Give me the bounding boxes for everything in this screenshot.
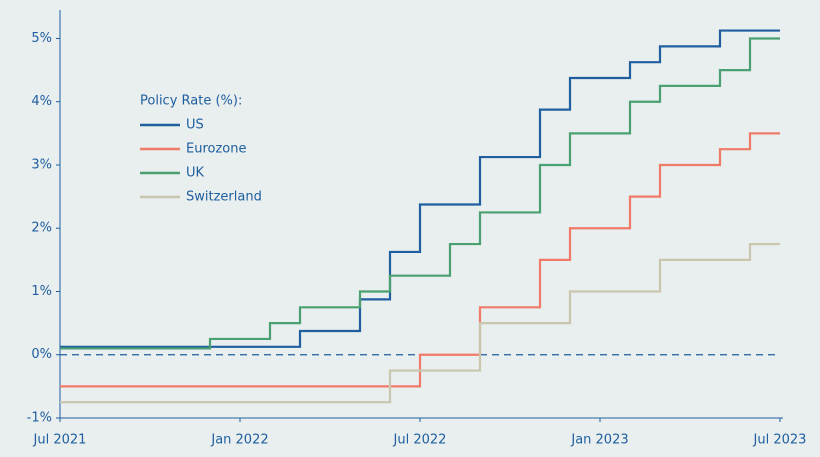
series-line [60,132,780,388]
y-tick-label: 4% [31,94,52,109]
legend-label: Switzerland [186,190,262,205]
y-tick-label: 3% [31,157,52,172]
x-tick-label: Jul 2023 [753,433,807,448]
y-tick-label: 5% [31,31,52,46]
y-tick-label: 0% [31,347,52,362]
series-line [60,242,780,404]
x-tick-label: Jan 2022 [210,433,268,448]
series-line [60,29,780,348]
legend-label: US [186,118,204,133]
y-tick-label: 2% [31,221,52,236]
y-tick-label: 1% [31,284,52,299]
x-tick-label: Jan 2023 [570,433,628,448]
x-tick-label: Jul 2022 [393,433,447,448]
legend-title: Policy Rate (%): [140,94,242,109]
x-tick-label: Jul 2021 [33,433,87,448]
legend-label: Eurozone [186,142,246,157]
legend-label: UK [186,166,205,181]
series-line [60,37,780,350]
y-tick-label: -1% [27,411,52,426]
